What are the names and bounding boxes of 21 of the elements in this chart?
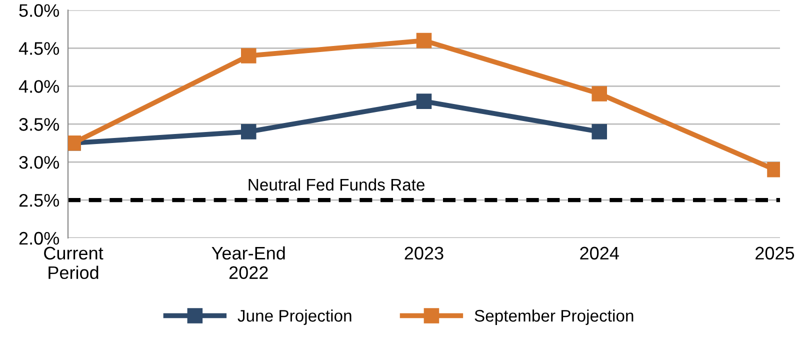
point — [240, 124, 256, 140]
x-tick-label: 2024 — [580, 246, 619, 260]
point — [592, 86, 608, 102]
y-tick-label: 4.5% — [18, 42, 60, 55]
y-tick-label: 3.0% — [19, 156, 60, 169]
x-tick-label: 2025 — [756, 246, 794, 260]
x-tick-label: Year-End 2022 — [212, 246, 285, 280]
ref-line-label: Neutral Fed Funds Rate — [248, 178, 425, 191]
y-tick-label: 2.5% — [19, 194, 60, 207]
y-tick-label: 4.0% — [18, 80, 60, 93]
x-tick-label: Current Period — [44, 246, 104, 280]
y-tick-label: 3.5% — [19, 118, 60, 131]
y-tick-label: 5.0% — [19, 4, 60, 17]
legend-label: June Projection — [238, 309, 352, 325]
point — [240, 48, 256, 64]
y-tick-label: 2.0% — [19, 232, 60, 245]
point — [416, 94, 432, 109]
point — [416, 32, 432, 48]
x-tick-label: 2023 — [404, 246, 444, 260]
legend-label: September Projection — [474, 309, 634, 325]
point — [592, 124, 608, 140]
